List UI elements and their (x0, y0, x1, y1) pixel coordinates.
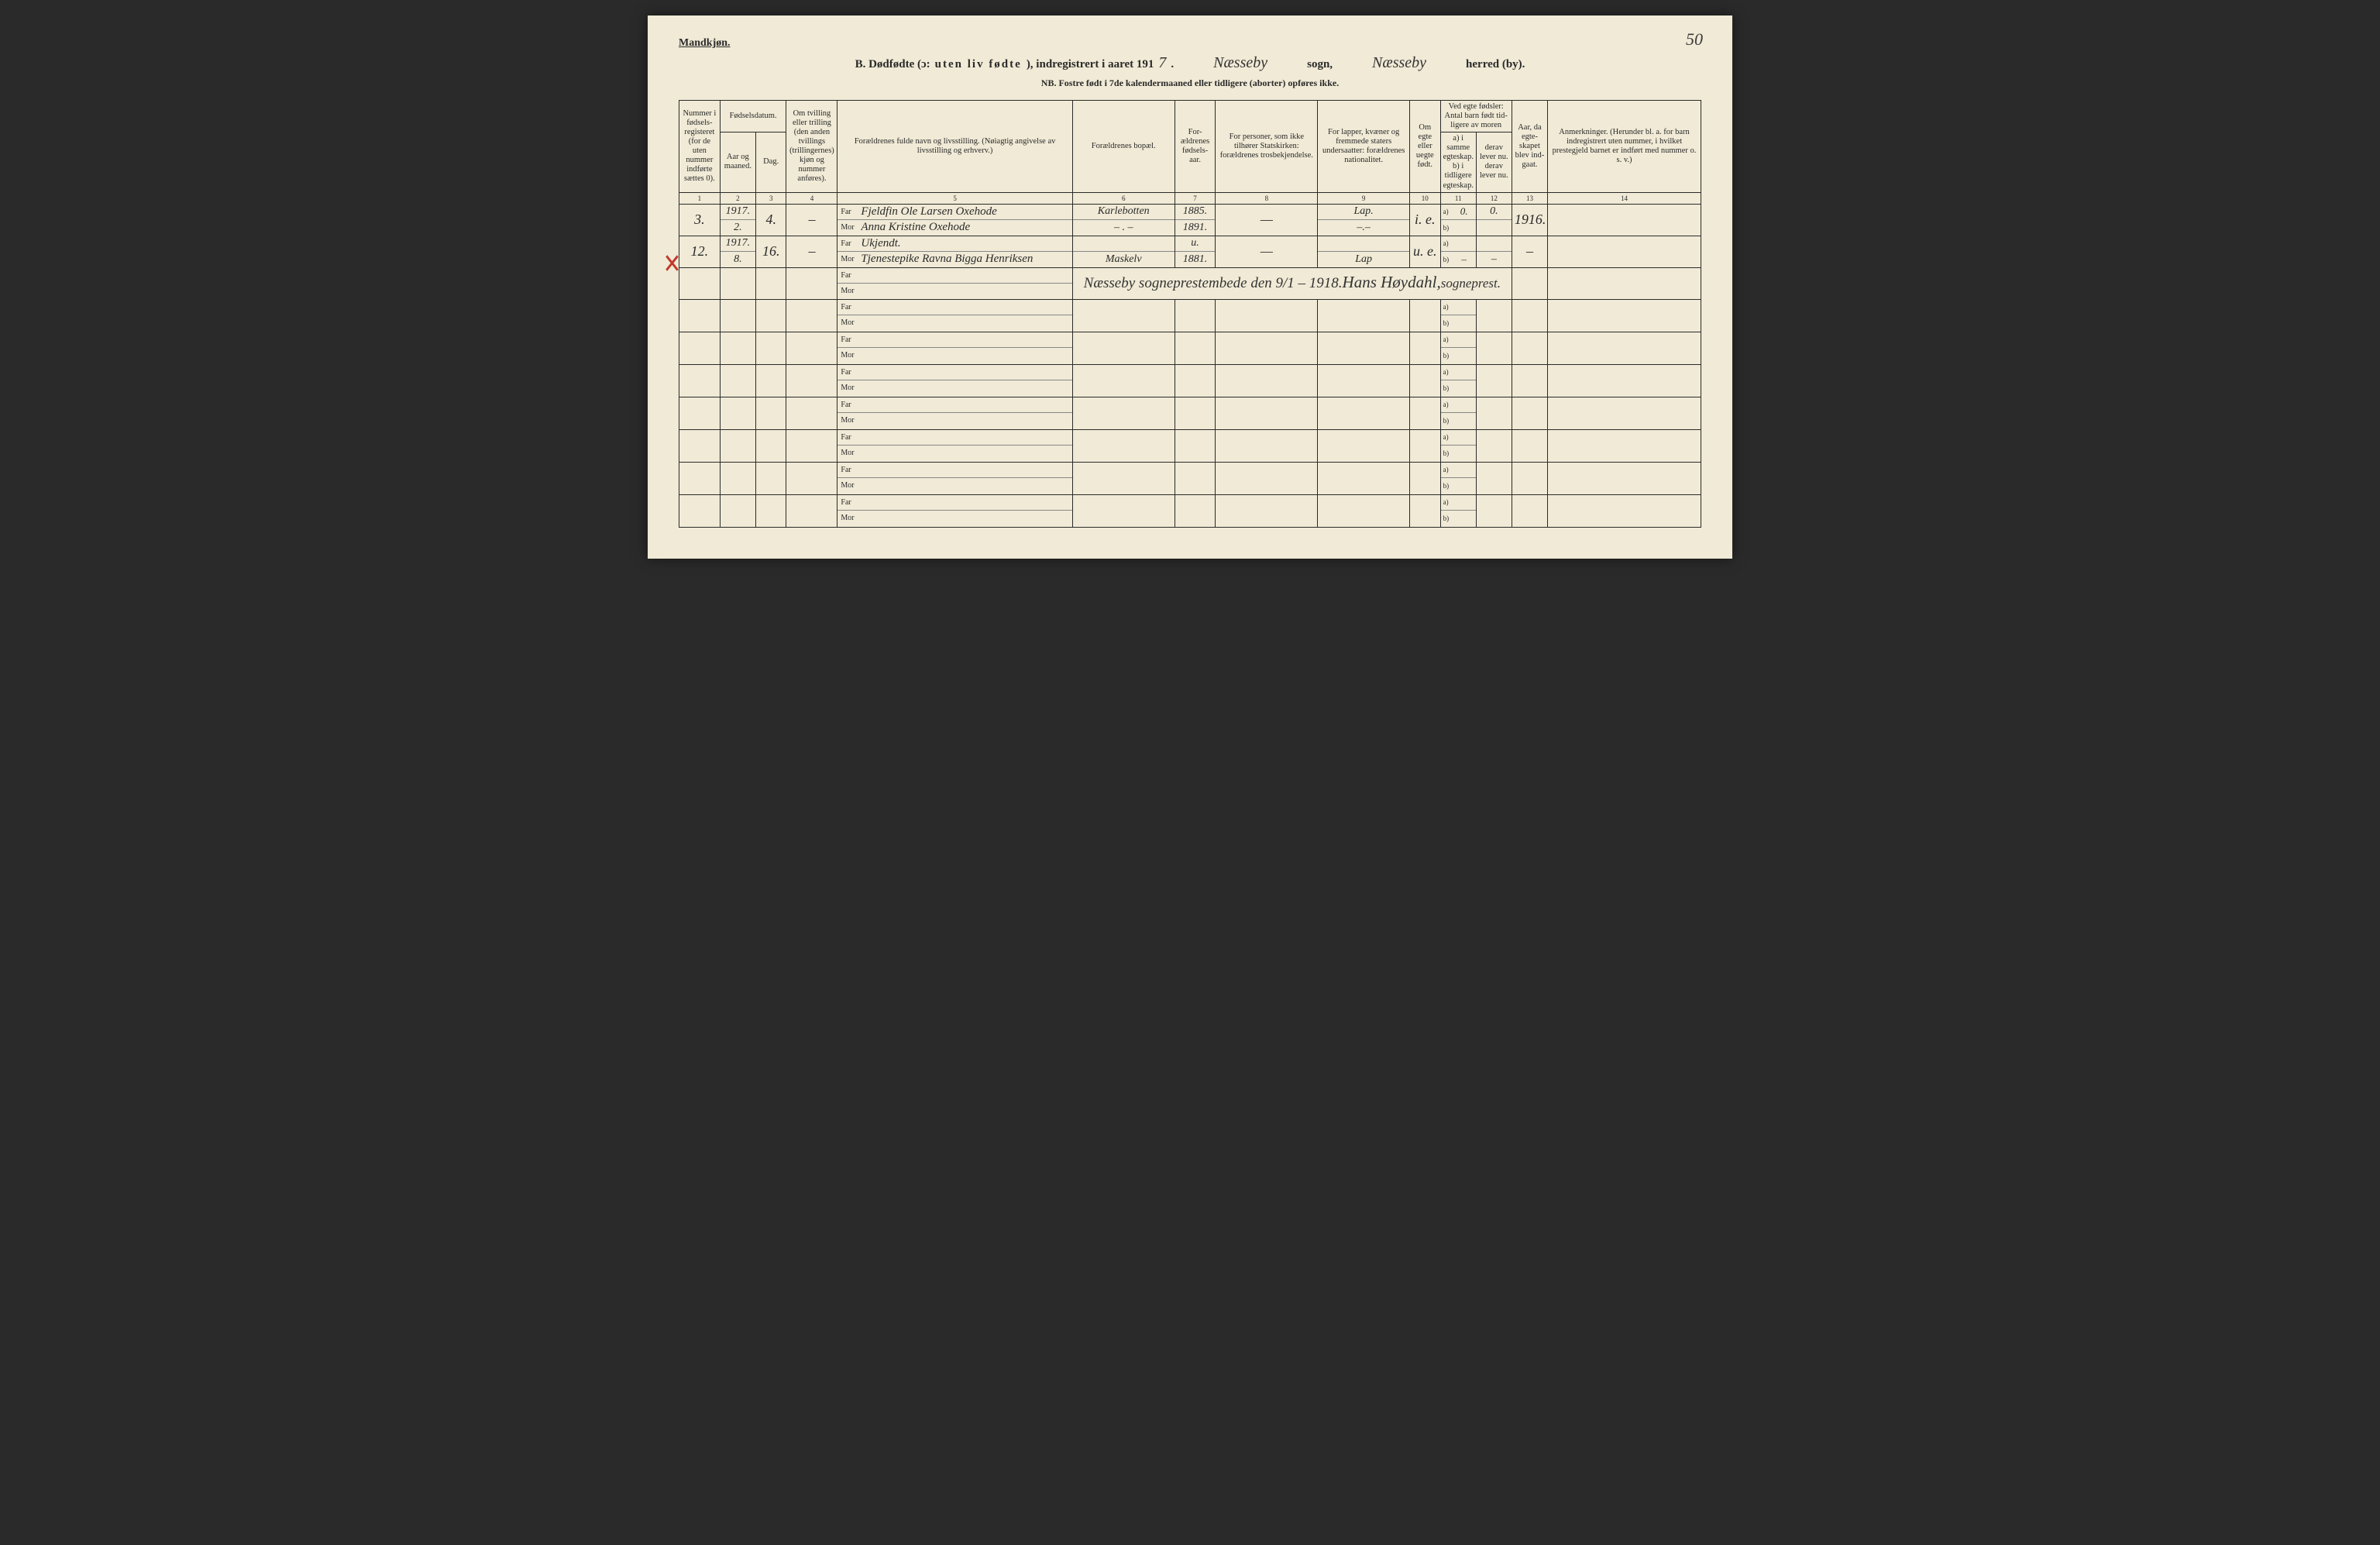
column-number-row: 1 2 3 4 5 6 7 8 9 10 11 12 13 14 (679, 192, 1701, 204)
parents-cell: FarMor (837, 429, 1072, 462)
faith-cell: — (1216, 236, 1318, 267)
parents-cell: FarMor (837, 332, 1072, 364)
remarks-cell (1548, 204, 1701, 236)
table-body: 3.1917.2.4.–FarFjeldfin Ole Larsen Oxeho… (679, 204, 1701, 527)
table-row: FarMor a)b) (679, 299, 1701, 332)
ab-cell: a)b) (1440, 299, 1476, 332)
col-11-group-header: Ved egte fødsler: Antal barn født tid-li… (1440, 101, 1512, 132)
herred-value: Næsseby (1337, 54, 1461, 73)
title-line: B. Dødfødte (ɔ: uten liv fødte ), indreg… (679, 54, 1701, 73)
remarks-cell (1548, 236, 1701, 267)
table-header: Nummer i fødsels-registeret (for de uten… (679, 101, 1701, 205)
ab-cell: a)0.b) (1440, 204, 1476, 236)
sogn-value: Næsseby (1178, 54, 1302, 73)
red-cross-mark: × (664, 242, 681, 284)
ab-cell: a)b) (1440, 462, 1476, 494)
page-number: 50 (1686, 29, 1703, 50)
split-cell: 1917.8. (720, 236, 755, 267)
title-spaced: uten liv fødte (935, 58, 1022, 71)
parents-cell: FarFjeldfin Ole Larsen OxehodeMorAnna Kr… (837, 204, 1072, 236)
col-5-header: Forældrenes fulde navn og livsstilling. … (837, 101, 1072, 193)
signature-row: FarMorNæsseby sogneprestembede den 9/1 –… (679, 267, 1701, 299)
parents-cell: FarMor (837, 267, 1072, 299)
split-cell: 0. (1476, 204, 1512, 236)
split-cell: Lap.–.– (1318, 204, 1410, 236)
table-row: 12.1917.8.16.–FarUkjendt.MorTjenestepike… (679, 236, 1701, 267)
col-8-header: For personer, som ikke tilhører Statskir… (1216, 101, 1318, 193)
legit-cell: u. e. (1410, 236, 1441, 267)
parents-cell: FarMor (837, 462, 1072, 494)
marriage-year-cell: – (1512, 236, 1547, 267)
split-cell: u.1881. (1175, 236, 1216, 267)
col-2b-header: Dag. (755, 132, 786, 192)
col-9-header: For lapper, kvæner og fremmede staters u… (1318, 101, 1410, 193)
col-2a-header: Aar og maaned. (720, 132, 755, 192)
split-cell: Maskelv (1072, 236, 1175, 267)
col-14-header: Anmerkninger. (Herunder bl. a. for barn … (1548, 101, 1701, 193)
table-row: FarMor a)b) (679, 332, 1701, 364)
entry-number: 12. (679, 236, 721, 267)
split-cell: 1917.2. (720, 204, 755, 236)
table-row: FarMor a)b) (679, 397, 1701, 429)
table-row: FarMor a)b) (679, 494, 1701, 527)
col-4-header: Om tvilling eller trilling (den anden tv… (786, 101, 837, 193)
ab-cell: a)b) (1440, 397, 1476, 429)
day-cell: 4. (755, 204, 786, 236)
parents-cell: FarMor (837, 397, 1072, 429)
table-row: 3.1917.2.4.–FarFjeldfin Ole Larsen Oxeho… (679, 204, 1701, 236)
col-12-header: derav lever nu.derav lever nu. (1476, 132, 1512, 192)
legit-cell: i. e. (1410, 204, 1441, 236)
split-cell: Karlebotten– . – (1072, 204, 1175, 236)
col-13-header: Aar, da egte-skapet blev ind-gaat. (1512, 101, 1547, 193)
title-prefix: B. Dødfødte (ɔ: (855, 58, 930, 71)
col-10-header: Om egte eller uegte født. (1410, 101, 1441, 193)
ab-cell: a)b) (1440, 332, 1476, 364)
marriage-year-cell: 1916. (1512, 204, 1547, 236)
split-cell: Lap (1318, 236, 1410, 267)
parents-cell: FarMor (837, 299, 1072, 332)
document-page: 50 Mandkjøn. B. Dødfødte (ɔ: uten liv fø… (648, 15, 1732, 559)
title-after: ), indregistrert i aaret 191 (1027, 58, 1154, 71)
day-cell: 16. (755, 236, 786, 267)
col-6-header: Forældrenes bopæl. (1072, 101, 1175, 193)
entry-number: 3. (679, 204, 721, 236)
split-cell: 1885.1891. (1175, 204, 1216, 236)
register-table: Nummer i fødsels-registeret (for de uten… (679, 100, 1701, 528)
col-2-group-header: Fødselsdatum. (720, 101, 786, 132)
ab-cell: a)b) (1440, 429, 1476, 462)
col-7-header: For-ældrenes fødsels-aar. (1175, 101, 1216, 193)
table-row: FarMor a)b) (679, 364, 1701, 397)
twin-cell: – (786, 236, 837, 267)
table-row: FarMor a)b) (679, 462, 1701, 494)
col-1-header: Nummer i fødsels-registeret (for de uten… (679, 101, 721, 193)
col-11a-header: a) i samme egteskap.b) i tidligere egtes… (1440, 132, 1476, 192)
faith-cell: — (1216, 204, 1318, 236)
year-suffix: 7 (1158, 54, 1166, 72)
gender-label: Mandkjøn. (679, 37, 1701, 50)
parents-cell: FarMor (837, 494, 1072, 527)
sogn-label: sogn, (1307, 58, 1333, 71)
table-row: FarMor a)b) (679, 429, 1701, 462)
twin-cell: – (786, 204, 837, 236)
ab-cell: a)b) (1440, 494, 1476, 527)
parents-cell: FarMor (837, 364, 1072, 397)
ab-cell: a)b) (1440, 364, 1476, 397)
parents-cell: FarUkjendt.MorTjenestepike Ravna Bigga H… (837, 236, 1072, 267)
herred-label: herred (by). (1466, 58, 1525, 71)
sub-header: NB. Fostre født i 7de kalendermaaned ell… (679, 77, 1701, 89)
split-cell: – (1476, 236, 1512, 267)
ab-cell: a)b)– (1440, 236, 1476, 267)
signature-cell: Næsseby sogneprestembede den 9/1 – 1918.… (1072, 267, 1512, 299)
